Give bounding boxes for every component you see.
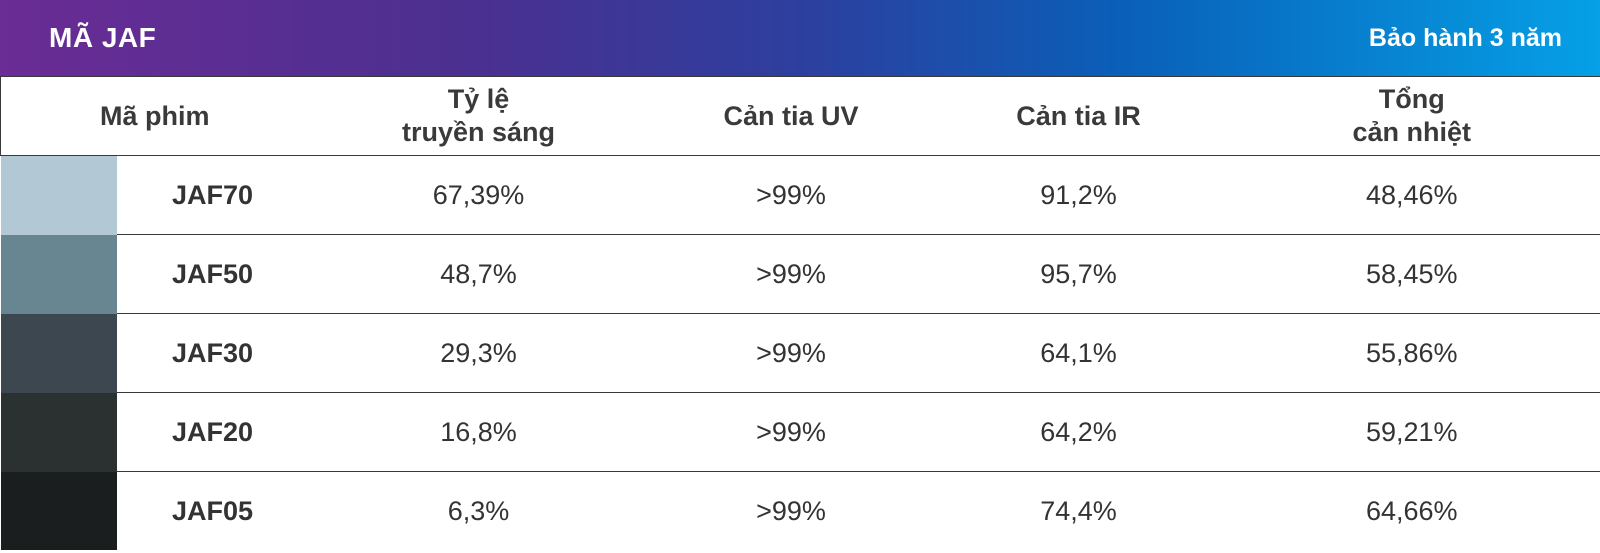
header-ir-rejection-label: Cản tia IR	[1016, 100, 1141, 131]
light-transmission-value: 48,7%	[308, 234, 649, 314]
table-row: JAF50 48,7% >99% 95,7% 58,45%	[0, 234, 1600, 314]
ir-rejection-value: 64,1%	[933, 313, 1224, 393]
header-light-transmission-line2: truyền sáng	[401, 117, 556, 147]
total-heat-rejection-value: 59,21%	[1223, 392, 1600, 472]
color-swatch	[0, 392, 117, 472]
ir-rejection-value: 95,7%	[933, 234, 1224, 314]
total-heat-rejection-value: 58,45%	[1223, 234, 1600, 314]
light-transmission-value: 6,3%	[447, 495, 510, 526]
table-row: JAF20 16,8% >99% 64,2% 59,21%	[0, 392, 1600, 472]
uv-rejection-value: >99%	[648, 392, 934, 472]
header-total-heat-rejection: Tổng cản nhiệt	[1223, 76, 1600, 156]
uv-rejection-value: >99%	[648, 313, 934, 393]
ir-rejection-value: 64,2%	[933, 392, 1224, 472]
header-light-transmission: Tỷ lệ truyền sáng	[308, 76, 649, 156]
film-code: JAF50	[116, 234, 309, 314]
film-spec-table: Mã phim Tỷ lệ truyền sáng Cản tia UV Cản…	[0, 76, 1600, 550]
header-banner: MÃ JAF Bảo hành 3 năm	[0, 0, 1600, 76]
header-ir-rejection: Cản tia IR	[933, 76, 1224, 156]
uv-rejection-value: >99%	[756, 495, 826, 526]
header-total-heat-line1: Tổng	[1378, 84, 1445, 114]
ir-rejection-value: 74,4%	[1040, 495, 1117, 526]
light-transmission-value: 16,8%	[308, 392, 649, 472]
header-total-heat-line2: cản nhiệt	[1352, 117, 1472, 147]
header-light-transmission-line1: Tỷ lệ	[447, 84, 510, 114]
film-code: JAF20	[116, 392, 309, 472]
table-row: JAF30 29,3% >99% 64,1% 55,86%	[0, 313, 1600, 393]
film-code: JAF70	[116, 155, 309, 235]
header-film-code: Mã phim	[0, 76, 309, 156]
light-transmission-value: 67,39%	[308, 155, 649, 235]
ir-rejection-value: 91,2%	[933, 155, 1224, 235]
total-heat-rejection-value: 64,66%	[1223, 471, 1600, 550]
film-code: JAF30	[116, 313, 309, 393]
uv-rejection-value: >99%	[648, 155, 934, 235]
color-swatch	[0, 313, 117, 393]
color-swatch	[0, 234, 117, 314]
table-row: JAF70 67,39% >99% 91,2% 48,46%	[0, 155, 1600, 235]
total-heat-rejection-value: 48,46%	[1223, 155, 1600, 235]
color-swatch	[0, 155, 117, 235]
uv-rejection-value: >99%	[648, 234, 934, 314]
header-uv-rejection-label: Cản tia UV	[723, 100, 859, 131]
table-row: JAF05 6,3% >99% 74,4% 64,66%	[0, 471, 1600, 550]
series-title: MÃ JAF	[49, 22, 157, 53]
header-film-code-label: Mã phim	[100, 100, 210, 131]
header-uv-rejection: Cản tia UV	[648, 76, 934, 156]
color-swatch	[0, 471, 117, 550]
table-header-row: Mã phim Tỷ lệ truyền sáng Cản tia UV Cản…	[0, 76, 1600, 156]
film-code: JAF05	[171, 495, 254, 526]
total-heat-rejection-value: 55,86%	[1223, 313, 1600, 393]
light-transmission-value: 29,3%	[308, 313, 649, 393]
warranty-label: Bảo hành 3 năm	[1368, 24, 1562, 52]
